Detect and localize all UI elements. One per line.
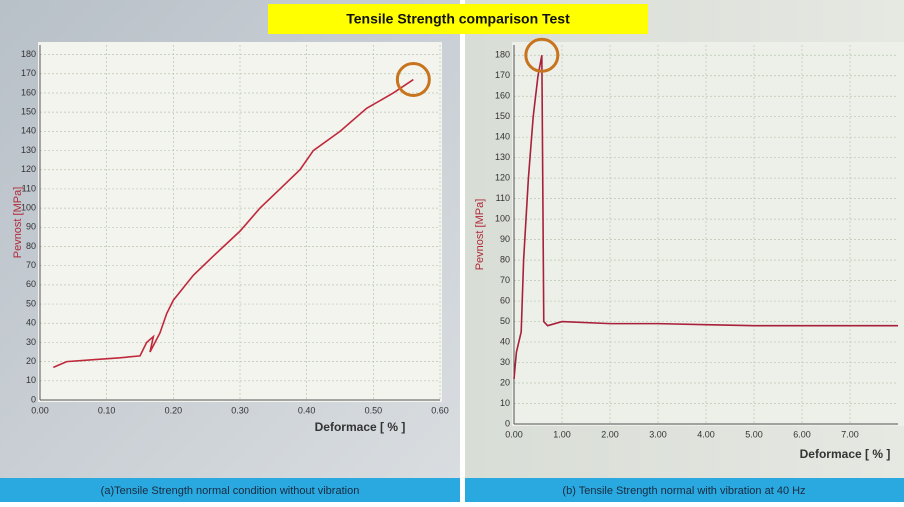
y-axis-label: Pevnost [MPa] <box>12 187 24 259</box>
y-tick-label: 180 <box>21 49 36 59</box>
y-tick-label: 160 <box>21 87 36 97</box>
y-tick-label: 120 <box>21 164 36 174</box>
x-tick-label: 3.00 <box>649 429 667 439</box>
x-tick-label: 1.00 <box>553 429 571 439</box>
x-axis-label: Deformace [ % ] <box>800 447 891 461</box>
x-tick-label: 0.40 <box>298 405 316 415</box>
y-tick-label: 150 <box>495 111 510 121</box>
x-tick-label: 7.00 <box>841 429 859 439</box>
x-tick-label: 0.00 <box>505 429 523 439</box>
y-tick-label: 30 <box>500 357 510 367</box>
y-tick-label: 40 <box>26 318 36 328</box>
y-tick-label: 120 <box>495 173 510 183</box>
y-tick-label: 160 <box>495 91 510 101</box>
x-tick-label: 2.00 <box>601 429 619 439</box>
y-tick-label: 100 <box>495 214 510 224</box>
x-tick-label: 0.60 <box>431 405 449 415</box>
y-tick-label: 170 <box>495 70 510 80</box>
y-tick-label: 60 <box>500 295 510 305</box>
y-tick-label: 20 <box>500 377 510 387</box>
title: Tensile Strength comparison Test <box>346 11 570 27</box>
y-tick-label: 20 <box>26 356 36 366</box>
y-tick-label: 50 <box>26 298 36 308</box>
y-tick-label: 50 <box>500 316 510 326</box>
y-tick-label: 170 <box>21 68 36 78</box>
y-tick-label: 70 <box>500 275 510 285</box>
y-tick-label: 10 <box>26 375 36 385</box>
y-tick-label: 180 <box>495 50 510 60</box>
y-axis-label: Pevnost [MPa] <box>474 199 486 271</box>
y-tick-label: 0 <box>505 418 510 428</box>
x-tick-label: 0.50 <box>365 405 383 415</box>
x-tick-label: 6.00 <box>793 429 811 439</box>
x-tick-label: 4.00 <box>697 429 715 439</box>
y-tick-label: 90 <box>26 222 36 232</box>
x-tick-label: 0.10 <box>98 405 116 415</box>
y-tick-label: 130 <box>21 145 36 155</box>
x-tick-label: 0.20 <box>165 405 183 415</box>
x-tick-label: 0.00 <box>31 405 49 415</box>
y-tick-label: 70 <box>26 260 36 270</box>
y-tick-label: 60 <box>26 279 36 289</box>
x-tick-label: 0.30 <box>231 405 249 415</box>
y-tick-label: 90 <box>500 234 510 244</box>
x-axis-label: Deformace [ % ] <box>315 420 406 434</box>
plot-area <box>512 42 904 426</box>
y-tick-label: 80 <box>500 254 510 264</box>
y-tick-label: 110 <box>496 193 510 203</box>
page: Tensile Strength comparison Test (a)Tens… <box>0 0 904 502</box>
y-tick-label: 30 <box>26 337 36 347</box>
y-tick-label: 10 <box>500 398 510 408</box>
y-tick-label: 150 <box>21 107 36 117</box>
y-tick-label: 80 <box>26 241 36 251</box>
y-tick-label: 130 <box>495 152 510 162</box>
x-tick-label: 5.00 <box>745 429 763 439</box>
caption: (b) Tensile Strength normal with vibrati… <box>562 485 805 497</box>
y-tick-label: 40 <box>500 336 510 346</box>
y-tick-label: 140 <box>495 132 510 142</box>
y-tick-label: 0 <box>31 394 36 404</box>
y-tick-label: 140 <box>21 126 36 136</box>
caption: (a)Tensile Strength normal condition wit… <box>101 485 360 497</box>
